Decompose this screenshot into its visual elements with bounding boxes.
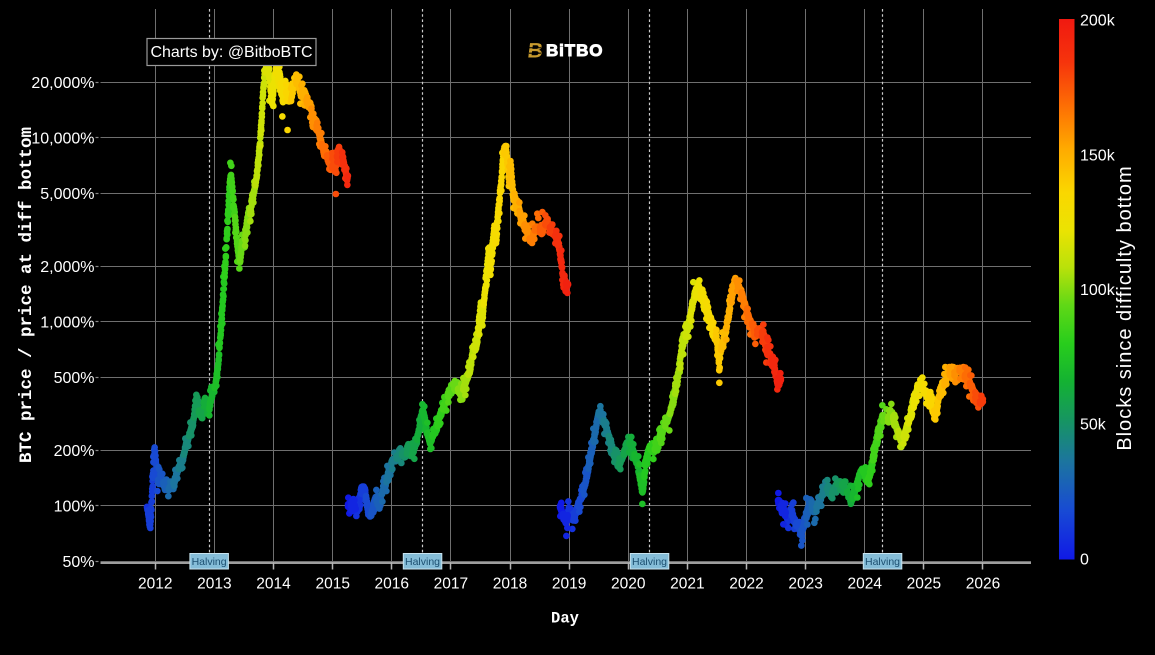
svg-text:2016: 2016: [375, 576, 409, 593]
svg-text:50%: 50%: [62, 554, 94, 571]
svg-text:200%: 200%: [54, 443, 95, 460]
svg-text:BiTBO: BiTBO: [546, 41, 603, 60]
svg-text:2017: 2017: [434, 576, 468, 593]
svg-text:2014: 2014: [256, 576, 291, 593]
svg-text:0: 0: [1080, 552, 1089, 569]
svg-text:2,000%: 2,000%: [40, 259, 94, 276]
svg-text:2019: 2019: [552, 576, 586, 593]
svg-text:2025: 2025: [907, 576, 941, 593]
svg-text:2013: 2013: [197, 576, 231, 593]
svg-text:Blocks since difficulty bottom: Blocks since difficulty bottom: [1114, 165, 1136, 450]
svg-text:2018: 2018: [493, 576, 527, 593]
svg-text:Halving: Halving: [192, 556, 227, 568]
svg-text:5,000%: 5,000%: [40, 186, 94, 203]
svg-text:2022: 2022: [729, 576, 763, 593]
svg-text:B: B: [526, 40, 544, 63]
svg-text:2020: 2020: [611, 576, 646, 593]
svg-text:20,000%: 20,000%: [31, 75, 94, 92]
svg-text:2021: 2021: [670, 576, 704, 593]
svg-text:Day: Day: [551, 610, 579, 628]
svg-text:500%: 500%: [54, 370, 95, 387]
svg-text:2012: 2012: [138, 576, 172, 593]
svg-text:10,000%: 10,000%: [31, 131, 94, 148]
svg-text:100k: 100k: [1080, 282, 1116, 299]
svg-text:2015: 2015: [315, 576, 349, 593]
svg-text:Charts by: @BitboBTC: Charts by: @BitboBTC: [150, 44, 312, 61]
svg-text:1,000%: 1,000%: [40, 315, 94, 332]
svg-text:2023: 2023: [788, 576, 822, 593]
svg-text:50k: 50k: [1080, 417, 1107, 434]
svg-text:150k: 150k: [1080, 147, 1116, 164]
svg-text:Halving: Halving: [632, 556, 667, 568]
svg-text:100%: 100%: [54, 499, 95, 516]
svg-text:2024: 2024: [847, 576, 882, 593]
svg-text:Halving: Halving: [405, 556, 440, 568]
svg-text:200k: 200k: [1080, 13, 1116, 30]
svg-text:Halving: Halving: [865, 556, 900, 568]
svg-text:BTC price / price at diff bott: BTC price / price at diff bottom: [17, 127, 37, 463]
svg-text:2026: 2026: [966, 576, 1000, 593]
